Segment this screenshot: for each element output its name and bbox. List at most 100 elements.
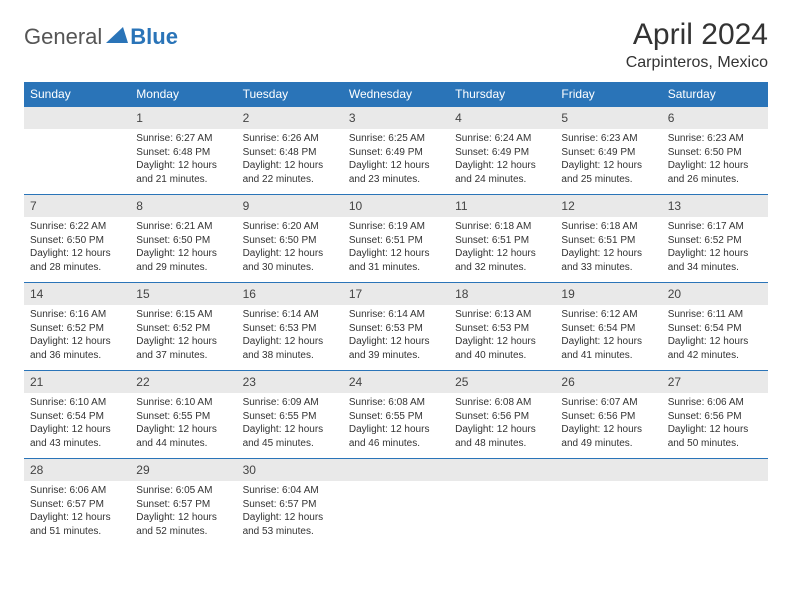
day-number: 24 — [343, 371, 449, 393]
day-cell: 5Sunrise: 6:23 AMSunset: 6:49 PMDaylight… — [555, 107, 661, 195]
sunrise-text: Sunrise: 6:12 AM — [561, 308, 655, 322]
sunset-text: Sunset: 6:52 PM — [30, 322, 124, 336]
day-cell: 30 Sunrise: 6:04 AMSunset: 6:57 PMDayligh… — [237, 459, 343, 547]
daylight-text: and 31 minutes. — [349, 261, 443, 275]
daylight-text: and 28 minutes. — [30, 261, 124, 275]
day-number: 16 — [237, 283, 343, 305]
daylight-text: Daylight: 12 hours — [668, 423, 762, 437]
daylight-text: Daylight: 12 hours — [561, 247, 655, 261]
daylight-text: Daylight: 12 hours — [136, 247, 230, 261]
daylight-text: Daylight: 12 hours — [243, 423, 337, 437]
day-number: 19 — [555, 283, 661, 305]
logo-text-general: General — [24, 24, 102, 50]
sunset-text: Sunset: 6:57 PM — [243, 498, 337, 512]
daylight-text: and 50 minutes. — [668, 437, 762, 451]
day-number: 29 — [130, 459, 236, 481]
day-number: 12 — [555, 195, 661, 217]
sunset-text: Sunset: 6:50 PM — [243, 234, 337, 248]
day-number: 4 — [449, 107, 555, 129]
day-number: 8 — [130, 195, 236, 217]
sunset-text: Sunset: 6:55 PM — [136, 410, 230, 424]
logo-text-blue: Blue — [130, 24, 178, 50]
day-number: 25 — [449, 371, 555, 393]
daylight-text: Daylight: 12 hours — [243, 247, 337, 261]
daylight-text: Daylight: 12 hours — [349, 247, 443, 261]
day-number: 20 — [662, 283, 768, 305]
daylight-text: Daylight: 12 hours — [30, 423, 124, 437]
sunrise-text: Sunrise: 6:21 AM — [136, 220, 230, 234]
day-cell: 8Sunrise: 6:21 AMSunset: 6:50 PMDaylight… — [130, 195, 236, 283]
sunrise-text: Sunrise: 6:26 AM — [243, 132, 337, 146]
daylight-text: and 34 minutes. — [668, 261, 762, 275]
sunrise-text: Sunrise: 6:16 AM — [30, 308, 124, 322]
weekday-header: Sunday — [24, 82, 130, 107]
daylight-text: Daylight: 12 hours — [668, 247, 762, 261]
sunset-text: Sunset: 6:51 PM — [455, 234, 549, 248]
weekday-header: Saturday — [662, 82, 768, 107]
sunset-text: Sunset: 6:56 PM — [455, 410, 549, 424]
day-cell: 13Sunrise: 6:17 AMSunset: 6:52 PMDayligh… — [662, 195, 768, 283]
day-number: 30 — [237, 459, 343, 481]
sunrise-text: Sunrise: 6:11 AM — [668, 308, 762, 322]
sunrise-text: Sunrise: 6:10 AM — [136, 396, 230, 410]
day-cell: 6Sunrise: 6:23 AMSunset: 6:50 PMDaylight… — [662, 107, 768, 195]
daylight-text: Daylight: 12 hours — [243, 159, 337, 173]
day-number: 13 — [662, 195, 768, 217]
location-label: Carpinteros, Mexico — [626, 54, 768, 72]
sunset-text: Sunset: 6:49 PM — [455, 146, 549, 160]
sunset-text: Sunset: 6:57 PM — [30, 498, 124, 512]
weekday-header: Tuesday — [237, 82, 343, 107]
daylight-text: and 26 minutes. — [668, 173, 762, 187]
daylight-text: Daylight: 12 hours — [136, 159, 230, 173]
daylight-text: and 45 minutes. — [243, 437, 337, 451]
day-number: 10 — [343, 195, 449, 217]
logo-triangle-icon — [106, 27, 128, 48]
sunset-text: Sunset: 6:50 PM — [30, 234, 124, 248]
daylight-text: Daylight: 12 hours — [455, 335, 549, 349]
daylight-text: Daylight: 12 hours — [455, 423, 549, 437]
sunset-text: Sunset: 6:55 PM — [349, 410, 443, 424]
sunrise-text: Sunrise: 6:22 AM — [30, 220, 124, 234]
sunrise-text: Sunrise: 6:15 AM — [136, 308, 230, 322]
day-cell: 9Sunrise: 6:20 AMSunset: 6:50 PMDaylight… — [237, 195, 343, 283]
day-cell: 7Sunrise: 6:22 AMSunset: 6:50 PMDaylight… — [24, 195, 130, 283]
day-cell — [662, 459, 768, 547]
sunrise-text: Sunrise: 6:20 AM — [243, 220, 337, 234]
day-number: 27 — [662, 371, 768, 393]
sunset-text: Sunset: 6:53 PM — [455, 322, 549, 336]
daylight-text: and 38 minutes. — [243, 349, 337, 363]
daylight-text: Daylight: 12 hours — [30, 247, 124, 261]
daylight-text: Daylight: 12 hours — [349, 159, 443, 173]
calendar-table: Sunday Monday Tuesday Wednesday Thursday… — [24, 82, 768, 547]
sunrise-text: Sunrise: 6:13 AM — [455, 308, 549, 322]
sunset-text: Sunset: 6:52 PM — [136, 322, 230, 336]
daylight-text: Daylight: 12 hours — [136, 335, 230, 349]
day-cell: 15Sunrise: 6:15 AMSunset: 6:52 PMDayligh… — [130, 283, 236, 371]
day-number-empty — [555, 459, 661, 481]
sunset-text: Sunset: 6:57 PM — [136, 498, 230, 512]
day-cell: 1Sunrise: 6:27 AMSunset: 6:48 PMDaylight… — [130, 107, 236, 195]
sunset-text: Sunset: 6:56 PM — [561, 410, 655, 424]
sunrise-text: Sunrise: 6:27 AM — [136, 132, 230, 146]
weekday-header-row: Sunday Monday Tuesday Wednesday Thursday… — [24, 82, 768, 107]
day-number: 21 — [24, 371, 130, 393]
sunset-text: Sunset: 6:54 PM — [30, 410, 124, 424]
daylight-text: and 36 minutes. — [30, 349, 124, 363]
day-number: 17 — [343, 283, 449, 305]
sunrise-text: Sunrise: 6:04 AM — [243, 484, 337, 498]
sunrise-text: Sunrise: 6:10 AM — [30, 396, 124, 410]
daylight-text: Daylight: 12 hours — [349, 335, 443, 349]
sunrise-text: Sunrise: 6:17 AM — [668, 220, 762, 234]
sunset-text: Sunset: 6:51 PM — [349, 234, 443, 248]
day-cell: 23Sunrise: 6:09 AMSunset: 6:55 PMDayligh… — [237, 371, 343, 459]
day-number-empty — [449, 459, 555, 481]
daylight-text: and 39 minutes. — [349, 349, 443, 363]
sunset-text: Sunset: 6:48 PM — [243, 146, 337, 160]
daylight-text: Daylight: 12 hours — [349, 423, 443, 437]
day-cell — [449, 459, 555, 547]
daylight-text: Daylight: 12 hours — [243, 335, 337, 349]
daylight-text: Daylight: 12 hours — [243, 511, 337, 525]
sunrise-text: Sunrise: 6:05 AM — [136, 484, 230, 498]
day-number: 6 — [662, 107, 768, 129]
sunrise-text: Sunrise: 6:08 AM — [455, 396, 549, 410]
